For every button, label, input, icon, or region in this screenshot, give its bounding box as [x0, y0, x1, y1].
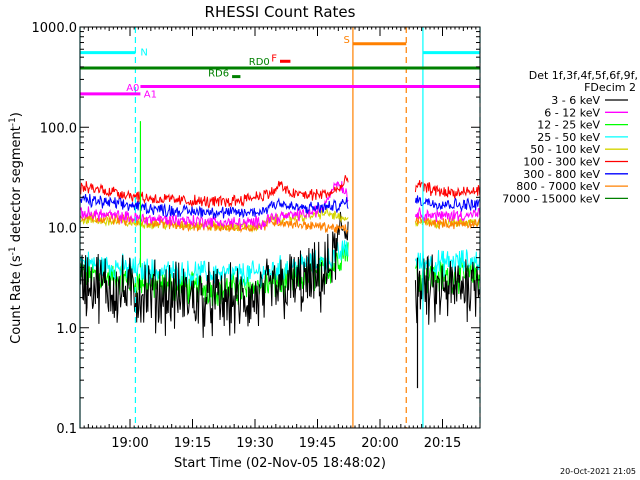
legend: Det 1f,3f,4f,5f,6f,9f,FDecim 23 - 6 keV6…: [502, 69, 638, 205]
x-tick-label: 19:15: [174, 436, 211, 451]
timestamp: 20-Oct-2021 21:05: [560, 467, 636, 476]
flag-label-f: F: [271, 53, 277, 64]
x-tick-label: 20:15: [424, 436, 461, 451]
flag-label-n: N: [140, 48, 147, 59]
series-3-6-kev-segment-1: [414, 254, 481, 325]
axes: 0.1 1.0 10.0 100.0 1000.0 19:00 19:15 19:30 19:4…: [32, 21, 481, 451]
x-tick-label: 19:00: [111, 436, 148, 451]
series-3-6-kev-segment-0: [79, 211, 349, 338]
series-6-12-kev-segment-1: [414, 207, 481, 222]
legend-entry-3-6-kev: 3 - 6 keV: [551, 94, 600, 107]
legend-header-line-1: Det 1f,3f,4f,5f,6f,9f,: [529, 69, 638, 82]
legend-entry-50-100-kev: 50 - 100 keV: [530, 143, 600, 156]
y-tick-label: 10.0: [48, 222, 77, 237]
y-tick-label: 1.0: [56, 322, 77, 337]
flag-label-a0: A0: [126, 83, 139, 94]
legend-entry-25-50-kev: 25 - 50 keV: [537, 131, 600, 144]
y-axis-label: Count Rate (s-1 detector segment-1): [8, 112, 24, 344]
legend-entry-7000-15000-kev: 7000 - 15000 keV: [502, 192, 600, 205]
y-tick-label: 0.1: [56, 422, 77, 437]
x-tick-label: 20:00: [361, 436, 398, 451]
flag-label-s: S: [344, 35, 350, 46]
x-axis-label: Start Time (02-Nov-05 18:48:02): [174, 456, 386, 471]
flag-label-a1: A1: [144, 89, 157, 100]
flag-label-rd6: RD6: [208, 69, 229, 80]
legend-entry-300-800-kev: 300 - 800 keV: [523, 168, 600, 181]
legend-entry-100-300-kev: 100 - 300 keV: [523, 156, 600, 169]
legend-entry-800-7000-kev: 800 - 7000 keV: [516, 180, 600, 193]
x-tick-label: 19:45: [299, 436, 336, 451]
legend-entry-6-12-kev: 6 - 12 keV: [544, 106, 600, 119]
flag-label-rd0: RD0: [249, 57, 270, 68]
series-800-7000-kev-segment-1: [415, 214, 481, 230]
series-300-800-kev-segment-1: [414, 195, 481, 213]
y-tick-label: 100.0: [40, 121, 77, 136]
chart-title: RHESSI Count Rates: [205, 3, 356, 21]
series-100-300-kev-segment-1: [414, 180, 481, 199]
series-6-12-kev-segment-0: [79, 181, 349, 230]
legend-header-line-2: FDecim 2: [584, 81, 636, 94]
series-100-300-kev-segment-0: [79, 175, 349, 209]
x-tick-label: 19:30: [236, 436, 273, 451]
legend-entry-12-25-kev: 12 - 25 keV: [537, 119, 600, 132]
y-tick-label: 1000.0: [32, 21, 78, 36]
series-300-800-kev-segment-0: [79, 193, 349, 219]
series-800-7000-kev-segment-0: [79, 212, 349, 235]
series-25-50-kev-segment-1: [414, 249, 481, 277]
